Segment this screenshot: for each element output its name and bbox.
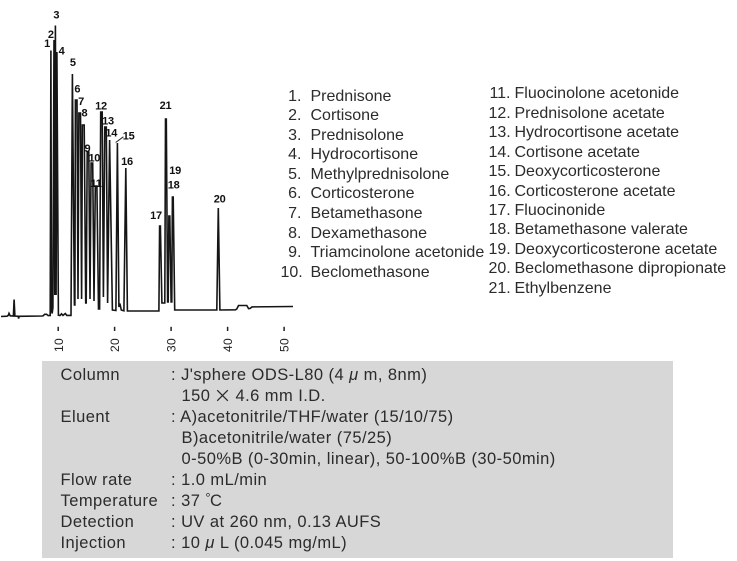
svg-text:10: 10 <box>88 153 100 165</box>
svg-text:15: 15 <box>123 131 135 143</box>
svg-text:12: 12 <box>95 101 107 113</box>
svg-text:9: 9 <box>84 143 90 155</box>
svg-text:2: 2 <box>48 29 54 41</box>
svg-text:14: 14 <box>105 128 118 140</box>
svg-text:11: 11 <box>90 178 101 190</box>
svg-text:1: 1 <box>44 38 50 50</box>
svg-text:40: 40 <box>221 338 235 352</box>
svg-text:30: 30 <box>165 338 179 352</box>
svg-text:16: 16 <box>121 156 133 168</box>
svg-text:18: 18 <box>168 180 180 192</box>
svg-text:50: 50 <box>278 338 292 352</box>
svg-text:6: 6 <box>74 84 80 96</box>
svg-text:20: 20 <box>108 338 122 352</box>
svg-text:7: 7 <box>78 96 84 108</box>
svg-text:20: 20 <box>214 194 226 206</box>
svg-text:3: 3 <box>53 10 59 22</box>
svg-text:5: 5 <box>70 57 76 69</box>
svg-text:21: 21 <box>160 100 172 112</box>
svg-text:19: 19 <box>169 165 181 177</box>
svg-text:4: 4 <box>59 46 66 58</box>
svg-text:17: 17 <box>150 210 162 222</box>
svg-text:10: 10 <box>52 338 66 352</box>
svg-text:8: 8 <box>81 108 87 120</box>
svg-text:13: 13 <box>102 116 114 128</box>
